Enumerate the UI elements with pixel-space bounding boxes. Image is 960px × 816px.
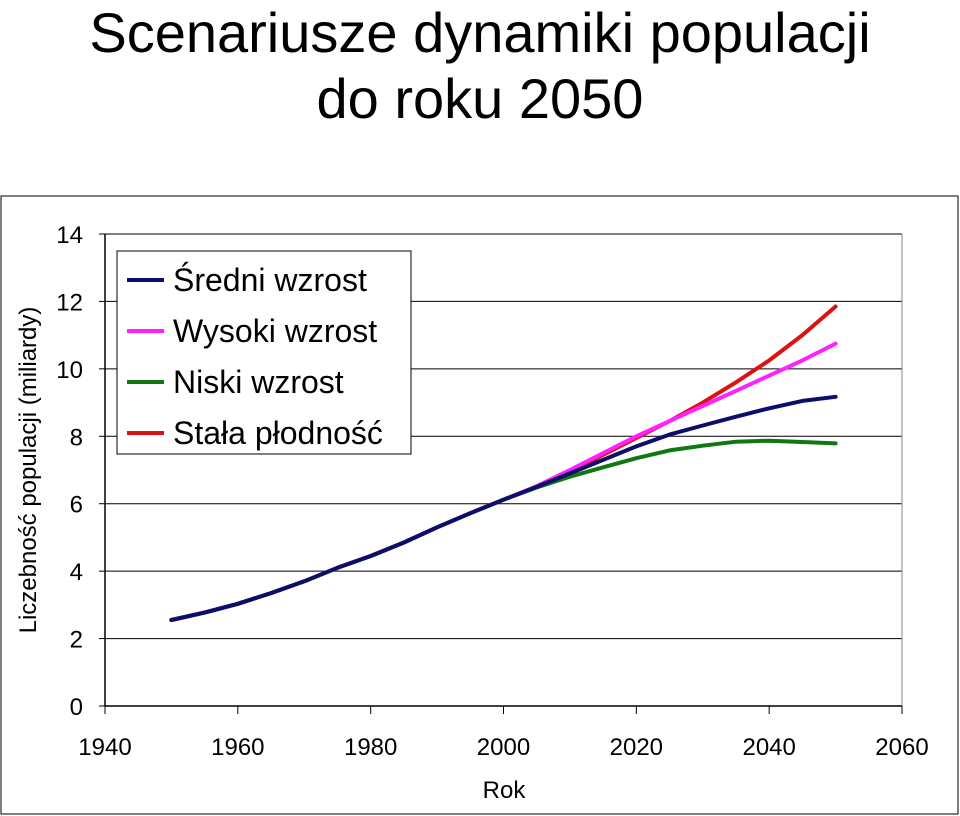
y-tick-label-10: 10 [56,357,83,384]
y-tick-label-2: 2 [70,627,83,654]
chart-title-line-1: Scenariusze dynamiki populacji [89,1,871,64]
series-line-0 [169,394,838,622]
y-tick-label-14: 14 [56,222,83,249]
legend-label-3: Stała płodność [173,415,383,451]
x-tick-label-1980: 1980 [344,734,397,761]
y-tick-label-4: 4 [70,559,83,586]
legend-box [116,250,412,455]
y-tick-label-0: 0 [70,694,83,721]
legend: Średni wzrost Wysoki wzrost Niski wzrost St… [116,250,412,455]
x-tick-label-2020: 2020 [610,734,663,761]
x-tick-label-1960: 1960 [211,734,264,761]
legend-label-2: Niski wzrost [173,364,344,400]
series-lines [169,304,838,622]
x-tick-label-2060: 2060 [875,734,928,761]
x-tick-label-1940: 1940 [78,734,131,761]
chart-title-line-2: do roku 2050 [316,67,644,130]
legend-label-0: Średni wzrost [173,262,367,298]
axes: 0 2 4 6 8 10 12 14 1940 1960 1980 2000 2020 2040 2060 [56,222,928,761]
x-tick-label-2040: 2040 [742,734,795,761]
chart-title: Scenariusze dynamiki populacji do roku 2… [0,0,960,132]
chart-frame [0,195,959,815]
y-axis-label: Liczebność populacji (miliardy) [15,307,42,634]
y-tick-label-8: 8 [70,424,83,451]
x-tick-label-2000: 2000 [477,734,530,761]
y-tick-label-6: 6 [70,492,83,519]
x-axis-label: Rok [483,777,527,804]
y-tick-label-12: 12 [56,289,83,316]
legend-label-1: Wysoki wzrost [173,313,377,349]
